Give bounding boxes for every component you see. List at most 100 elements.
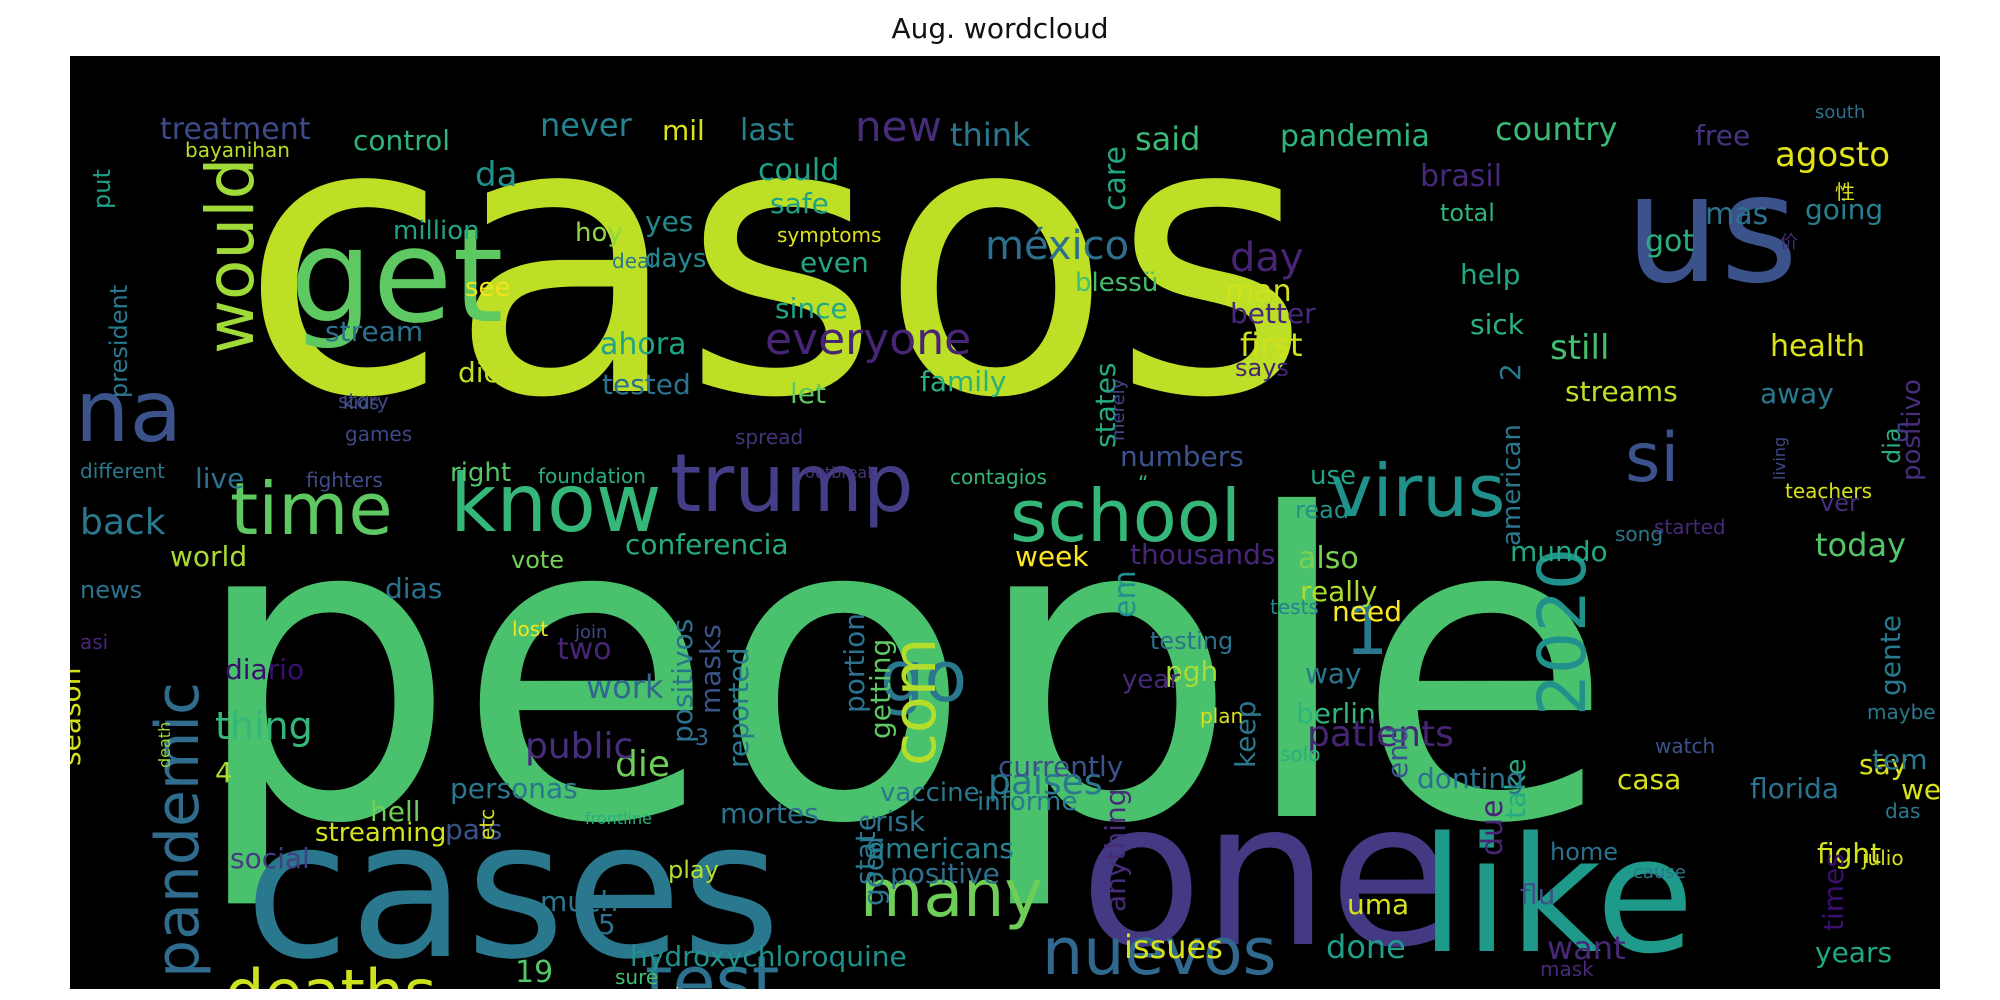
word-8: know xyxy=(450,457,661,550)
word-184: times xyxy=(1817,853,1850,931)
word-2: cases xyxy=(245,780,781,989)
word-78: even xyxy=(800,246,869,279)
word-49: man xyxy=(1225,274,1292,309)
word-66: 5 xyxy=(1895,419,1910,447)
word-57: streams xyxy=(1565,375,1678,408)
word-35: pandemia xyxy=(1280,119,1430,154)
word-150: americans xyxy=(868,832,1014,865)
word-107: back xyxy=(80,502,166,543)
word-27: said xyxy=(1135,120,1200,158)
word-120: positivos xyxy=(666,619,699,743)
word-141: 15 xyxy=(580,908,616,941)
word-86: hoy xyxy=(575,218,623,248)
word-13: na xyxy=(75,362,182,462)
word-101: fighters xyxy=(306,468,383,492)
word-111: dias xyxy=(385,572,442,605)
word-103: outbreak xyxy=(805,463,877,482)
word-58: away xyxy=(1760,377,1834,410)
word-181: tem xyxy=(1872,743,1927,776)
word-132: hell xyxy=(370,795,421,828)
word-162: due xyxy=(1475,799,1510,856)
word-21: 2020 xyxy=(1524,548,1601,716)
word-148: informe xyxy=(977,787,1077,817)
word-182: well xyxy=(1901,773,1940,806)
word-41: got xyxy=(1645,224,1694,259)
word-105: spread xyxy=(735,425,803,449)
word-16: test xyxy=(645,941,779,989)
word-75: week xyxy=(1015,540,1089,573)
word-96: bayanihan xyxy=(185,138,290,162)
word-92: games xyxy=(345,422,412,446)
word-108: world xyxy=(170,540,247,573)
word-151: positive xyxy=(890,857,1000,890)
word-189: julio xyxy=(1861,846,1904,870)
word-93: kids xyxy=(343,393,379,414)
word-32: never xyxy=(540,106,633,144)
word-59: positivo xyxy=(1897,379,1927,481)
word-174: need xyxy=(1332,595,1402,628)
word-104: contagios xyxy=(950,465,1047,489)
word-139: social xyxy=(230,842,310,875)
word-3: one xyxy=(1080,759,1452,989)
word-87: million xyxy=(393,216,480,246)
word-61: today xyxy=(1815,526,1906,564)
word-0: casos xyxy=(240,56,1310,481)
word-24: everyone xyxy=(765,314,971,365)
word-70: also xyxy=(1298,541,1359,576)
word-176: take xyxy=(1499,758,1532,819)
word-99: live xyxy=(195,462,244,495)
word-140: much xyxy=(540,885,618,918)
word-54: sick xyxy=(1470,308,1525,341)
word-143: 19 xyxy=(515,955,553,989)
word-73: use xyxy=(1310,461,1356,491)
word-14: would xyxy=(192,158,269,354)
word-10: school xyxy=(1010,474,1241,558)
word-183: fight xyxy=(1817,837,1881,870)
word-157: want xyxy=(1547,929,1626,967)
word-114: join xyxy=(574,622,607,643)
word-130: personas xyxy=(450,772,578,805)
word-102: foundation xyxy=(538,464,646,488)
word-97: deal xyxy=(612,249,655,273)
word-34: control xyxy=(353,124,450,157)
word-188: das xyxy=(1885,799,1920,823)
word-82: family xyxy=(920,365,1006,398)
word-80: symptoms xyxy=(777,223,881,247)
word-153: good xyxy=(857,836,890,906)
word-136: etc xyxy=(475,809,499,840)
word-168: testing xyxy=(1150,627,1233,655)
word-185: home xyxy=(1550,838,1618,866)
word-124: die xyxy=(615,744,670,785)
word-31: last xyxy=(740,113,794,148)
word-160: uma xyxy=(1347,888,1409,921)
word-36: free xyxy=(1695,119,1750,152)
word-100: different xyxy=(80,459,165,483)
word-83: let xyxy=(790,377,826,410)
word-175: end xyxy=(1381,726,1414,779)
word-197: 性 xyxy=(1835,180,1855,204)
word-144: sure xyxy=(615,965,658,989)
word-146: paises xyxy=(988,762,1103,803)
word-166: keep xyxy=(1229,701,1262,768)
word-122: portion xyxy=(838,613,871,713)
word-84: tested xyxy=(602,368,691,401)
word-71: em xyxy=(1108,570,1143,618)
word-173: tests xyxy=(1270,595,1319,619)
word-180: say xyxy=(1859,748,1907,781)
word-191: gente xyxy=(1874,615,1907,696)
word-28: country xyxy=(1495,110,1617,148)
word-135: streaming xyxy=(315,818,446,848)
word-142: hydroxychloroquine xyxy=(630,940,907,973)
word-179: florida xyxy=(1750,772,1839,805)
word-43: total xyxy=(1440,199,1495,227)
word-37: south xyxy=(1815,102,1865,123)
word-81: blessü xyxy=(1075,268,1158,298)
word-5: us xyxy=(1625,143,1798,317)
word-11: virus xyxy=(1330,449,1505,533)
word-50: first xyxy=(1240,326,1303,364)
word-109: conferencia xyxy=(625,528,789,561)
word-63: american xyxy=(1497,424,1527,546)
word-29: think xyxy=(950,116,1031,154)
word-64: 2 xyxy=(1494,363,1527,381)
word-110: vote xyxy=(511,546,564,574)
